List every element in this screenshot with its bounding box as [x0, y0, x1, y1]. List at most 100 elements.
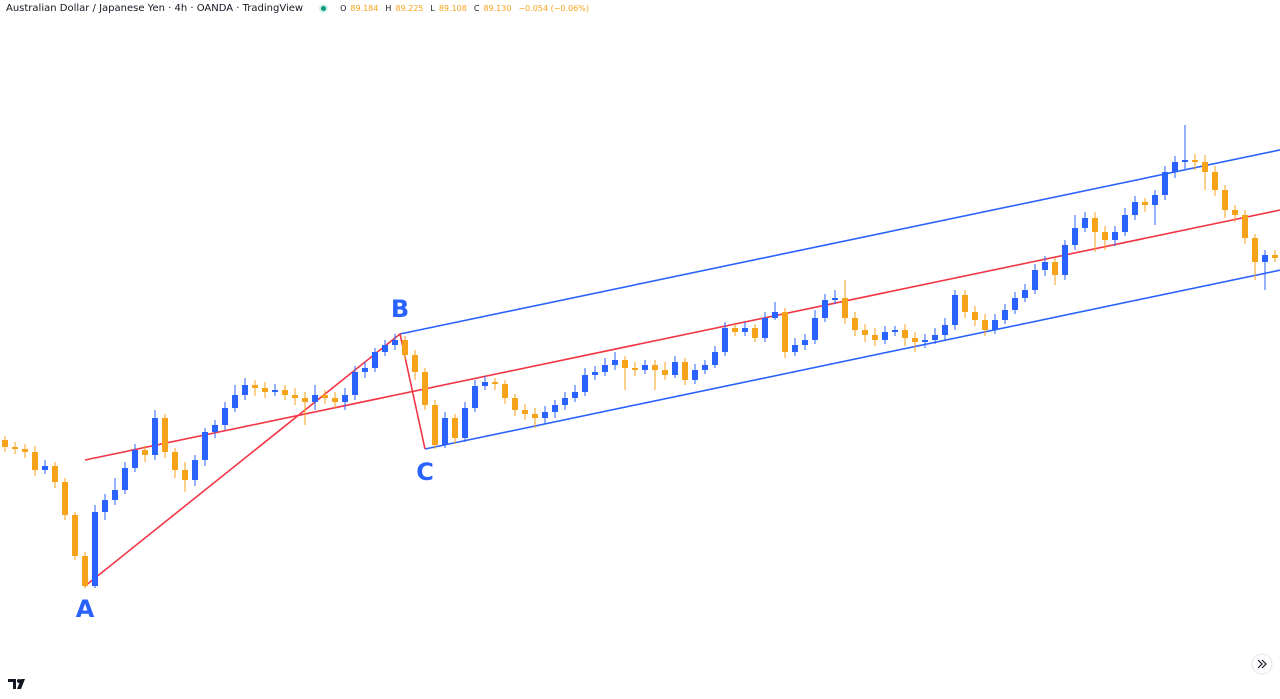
scroll-to-latest-button[interactable] — [1251, 653, 1273, 675]
candle-body — [632, 368, 638, 370]
candle-body — [402, 340, 408, 355]
candle-body — [202, 432, 208, 460]
candle-body — [992, 320, 998, 330]
candle-body — [172, 452, 178, 470]
candle-body — [92, 512, 98, 586]
candle-body — [1082, 218, 1088, 228]
candle-body — [62, 482, 68, 515]
candle-body — [802, 340, 808, 345]
candle-body — [722, 328, 728, 352]
candle-body — [1052, 262, 1058, 275]
candle-body — [1202, 162, 1208, 172]
candle-body — [912, 338, 918, 342]
candle-body — [32, 452, 38, 470]
candle-body — [1172, 162, 1178, 172]
candle-body — [1012, 298, 1018, 310]
candle-body — [302, 398, 308, 402]
candle-body — [212, 425, 218, 432]
candle-body — [752, 328, 758, 338]
candle-body — [822, 300, 828, 318]
candle-body — [782, 312, 788, 352]
candle-body — [162, 418, 168, 452]
candle-body — [282, 390, 288, 395]
ohlc-value: 89.130 — [483, 4, 512, 13]
candle-body — [1062, 245, 1068, 275]
candle-body — [652, 365, 658, 370]
candle-body — [332, 398, 338, 402]
candle-body — [222, 408, 228, 425]
candle-body — [1132, 202, 1138, 215]
candle-body — [232, 395, 238, 408]
candle-body — [732, 328, 738, 332]
candle-body — [532, 414, 538, 418]
candle-body — [832, 298, 838, 300]
candle-body — [442, 418, 448, 445]
candle-body — [452, 418, 458, 438]
candle-body — [562, 398, 568, 405]
candle-body — [12, 447, 18, 449]
tradingview-logo[interactable] — [8, 677, 28, 691]
candle-body — [292, 395, 298, 398]
ohlc-key: L — [430, 4, 435, 13]
candle-body — [1272, 255, 1278, 258]
candle-body — [1022, 290, 1028, 298]
candle-body — [1262, 255, 1268, 262]
status-dot — [319, 4, 329, 13]
candle-body — [672, 362, 678, 375]
candle-body — [662, 370, 668, 375]
candle-body — [322, 395, 328, 398]
candle-body — [1152, 195, 1158, 205]
candle-body — [862, 330, 868, 335]
lower-fork-line — [424, 269, 1280, 450]
candle-body — [692, 370, 698, 380]
candle-body — [1212, 172, 1218, 190]
candle-body — [762, 318, 768, 338]
candle-body — [962, 295, 968, 312]
candle-body — [492, 382, 498, 384]
candle-body — [412, 355, 418, 372]
candle-body — [72, 515, 78, 556]
candle-body — [342, 395, 348, 402]
candle-body — [702, 365, 708, 370]
candle-body — [482, 382, 488, 386]
candle-body — [122, 468, 128, 490]
candle-body — [382, 345, 388, 352]
candle-body — [1182, 160, 1188, 162]
candle-body — [1142, 202, 1148, 205]
candle-body — [192, 460, 198, 480]
candle-body — [112, 490, 118, 500]
candle-body — [552, 405, 558, 412]
candle-body — [872, 335, 878, 340]
candle-body — [622, 360, 628, 368]
candle-body — [682, 362, 688, 380]
candle-body — [2, 440, 8, 447]
candle-body — [972, 312, 978, 320]
ohlc-value: 89.108 — [438, 4, 467, 13]
candle-body — [262, 388, 268, 392]
candle-body — [642, 365, 648, 370]
candle-body — [582, 375, 588, 392]
candle-body — [422, 372, 428, 405]
candle-body — [472, 386, 478, 408]
candle-body — [102, 500, 108, 512]
candle-body — [372, 352, 378, 368]
candle-body — [362, 368, 368, 372]
candle-body — [902, 330, 908, 338]
candle-body — [252, 385, 258, 388]
candle-body — [812, 318, 818, 340]
candle-body — [82, 556, 88, 586]
candle-body — [922, 340, 928, 342]
candle-body — [952, 295, 958, 325]
candle-body — [1042, 262, 1048, 270]
candle-body — [272, 390, 278, 392]
candle-body — [1192, 160, 1198, 162]
candle-body — [1242, 215, 1248, 238]
candle-body — [982, 320, 988, 330]
candle-body — [462, 408, 468, 438]
ohlc-value: 89.225 — [395, 4, 424, 13]
candle-body — [1162, 172, 1168, 195]
pivot-label: C — [416, 458, 434, 486]
candle-body — [792, 345, 798, 352]
candle-body — [1252, 238, 1258, 262]
